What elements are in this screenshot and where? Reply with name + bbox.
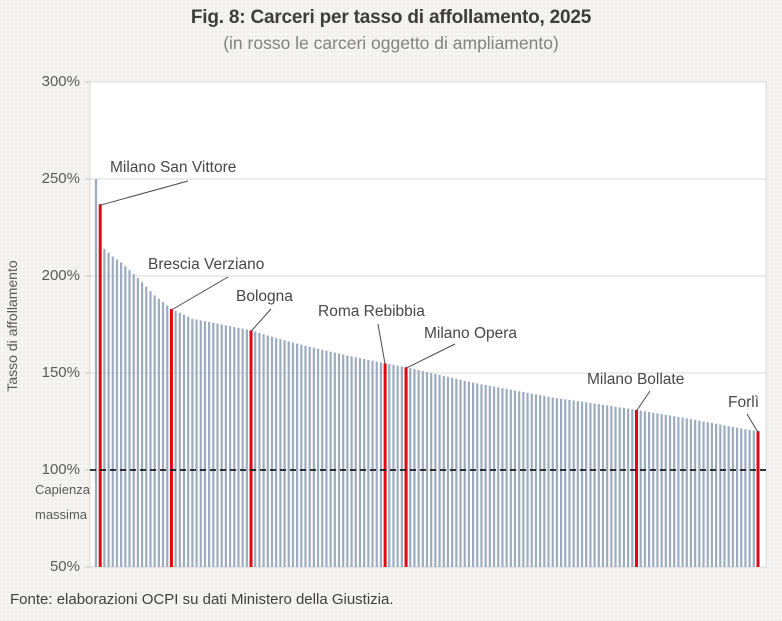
bar-label-forli: Forlì <box>728 394 759 411</box>
y-tick-100: 100% <box>41 461 80 478</box>
reference-line-label: Capienza massima <box>35 482 90 522</box>
bar-label-brescia-verziano: Brescia Verziano <box>148 256 265 273</box>
bar-label-milano-opera: Milano Opera <box>424 325 518 342</box>
chart-subtitle: (in rosso le carceri oggetto di ampliame… <box>223 33 559 53</box>
bar-label-roma-rebibbia: Roma Rebibbia <box>318 303 425 320</box>
source-note: Fonte: elaborazioni OCPI su dati Ministe… <box>10 591 394 608</box>
y-tick-250: 250% <box>41 170 80 187</box>
bar-label-milano-bollate: Milano Bollate <box>587 371 685 388</box>
y-axis-title: Tasso di affollamento <box>4 260 20 392</box>
bar-label-milano-san-vittore: Milano San Vittore <box>110 159 237 176</box>
y-tick-150: 150% <box>41 364 80 381</box>
y-tick-300: 300% <box>41 73 80 90</box>
chart-title: Fig. 8: Carceri per tasso di affollament… <box>190 7 592 28</box>
y-tick-50: 50% <box>49 558 80 575</box>
bar-label-bologna: Bologna <box>236 288 293 305</box>
y-tick-200: 200% <box>41 267 80 284</box>
